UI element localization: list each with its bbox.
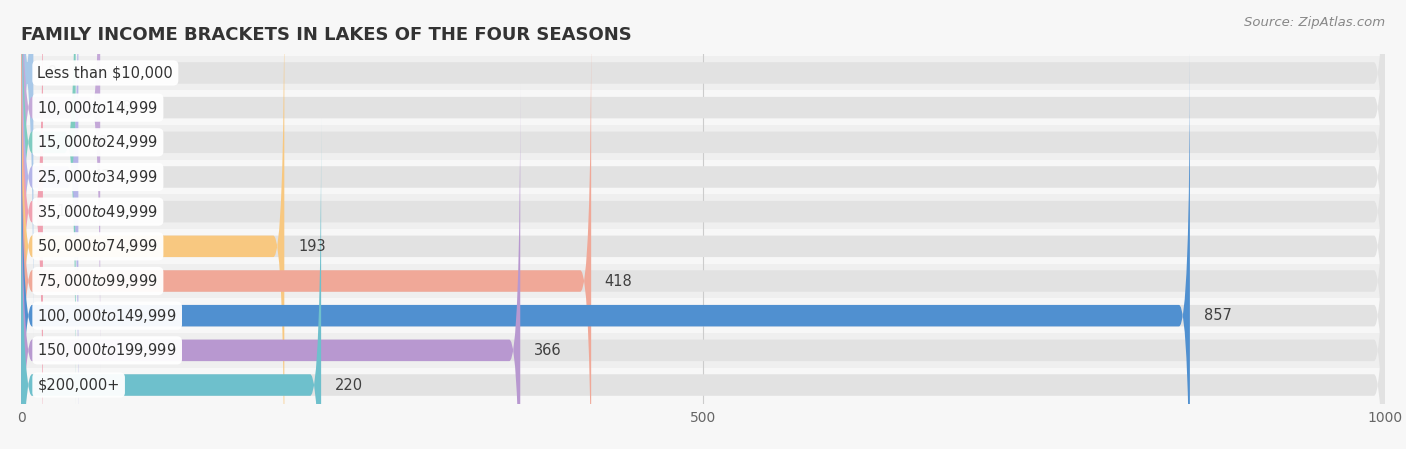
FancyBboxPatch shape (21, 0, 1385, 444)
Text: 193: 193 (298, 239, 326, 254)
FancyBboxPatch shape (21, 0, 79, 444)
FancyBboxPatch shape (21, 0, 284, 449)
FancyBboxPatch shape (21, 49, 1189, 449)
FancyBboxPatch shape (21, 0, 1385, 449)
Text: 418: 418 (605, 273, 633, 289)
Text: $75,000 to $99,999: $75,000 to $99,999 (38, 272, 159, 290)
FancyBboxPatch shape (21, 84, 1385, 449)
Bar (21, 368, 1385, 402)
Bar (21, 264, 1385, 298)
Text: 220: 220 (335, 378, 363, 392)
Bar (21, 56, 1385, 90)
FancyBboxPatch shape (21, 14, 591, 449)
Text: $35,000 to $49,999: $35,000 to $49,999 (38, 202, 159, 220)
Bar (21, 298, 1385, 333)
Text: $150,000 to $199,999: $150,000 to $199,999 (38, 341, 177, 359)
Text: Less than $10,000: Less than $10,000 (38, 66, 173, 80)
Text: $25,000 to $34,999: $25,000 to $34,999 (38, 168, 159, 186)
FancyBboxPatch shape (21, 0, 1385, 374)
Bar (21, 194, 1385, 229)
FancyBboxPatch shape (21, 0, 1385, 409)
Text: $15,000 to $24,999: $15,000 to $24,999 (38, 133, 159, 151)
FancyBboxPatch shape (21, 0, 100, 374)
Bar (21, 160, 1385, 194)
FancyBboxPatch shape (21, 119, 1385, 449)
FancyBboxPatch shape (21, 0, 76, 409)
FancyBboxPatch shape (21, 49, 1385, 449)
FancyBboxPatch shape (21, 119, 321, 449)
Text: 857: 857 (1204, 308, 1232, 323)
Text: 42: 42 (91, 169, 111, 185)
FancyBboxPatch shape (21, 84, 520, 449)
Text: FAMILY INCOME BRACKETS IN LAKES OF THE FOUR SEASONS: FAMILY INCOME BRACKETS IN LAKES OF THE F… (21, 26, 631, 44)
FancyBboxPatch shape (21, 0, 34, 339)
Text: $50,000 to $74,999: $50,000 to $74,999 (38, 238, 159, 255)
Bar (21, 333, 1385, 368)
FancyBboxPatch shape (21, 0, 1385, 339)
FancyBboxPatch shape (21, 0, 1385, 449)
FancyBboxPatch shape (21, 0, 44, 449)
Text: $100,000 to $149,999: $100,000 to $149,999 (38, 307, 177, 325)
Text: 16: 16 (56, 204, 75, 219)
Text: 9: 9 (46, 66, 56, 80)
Bar (21, 229, 1385, 264)
Text: 40: 40 (90, 135, 108, 150)
Text: $200,000+: $200,000+ (38, 378, 120, 392)
Bar (21, 90, 1385, 125)
Text: $10,000 to $14,999: $10,000 to $14,999 (38, 99, 159, 117)
Text: 366: 366 (534, 343, 561, 358)
FancyBboxPatch shape (21, 14, 1385, 449)
Text: Source: ZipAtlas.com: Source: ZipAtlas.com (1244, 16, 1385, 29)
Text: 58: 58 (114, 100, 132, 115)
Bar (21, 125, 1385, 160)
